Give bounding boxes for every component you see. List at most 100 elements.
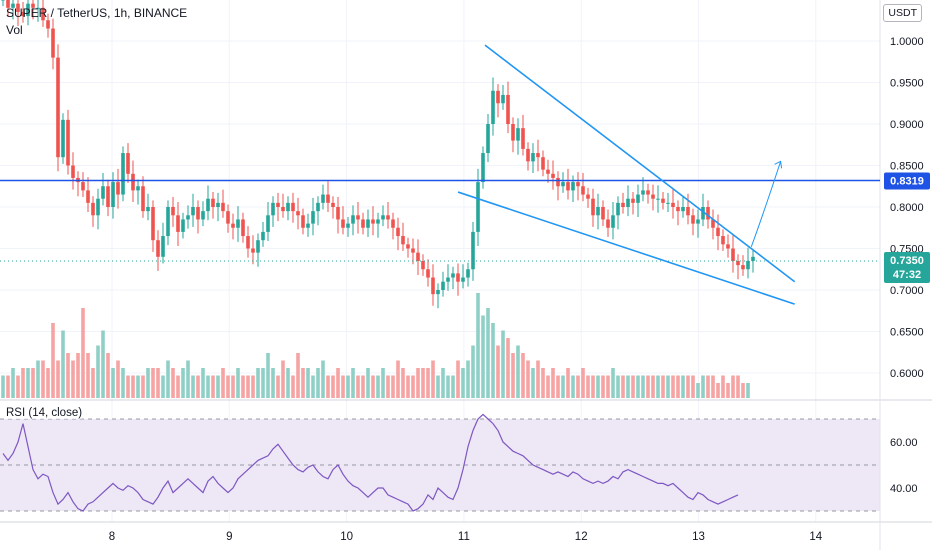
- candlesticks: [1, 0, 755, 309]
- candle-body: [6, 0, 10, 8]
- volume-bar: [686, 375, 690, 398]
- volume-bar: [491, 323, 495, 398]
- volume-bar: [381, 368, 385, 398]
- candle-body: [276, 202, 280, 207]
- volume-bar: [601, 375, 605, 398]
- volume-bar: [171, 368, 175, 398]
- candle-body: [196, 207, 200, 220]
- volume-bar: [176, 375, 180, 398]
- candle-body: [411, 248, 415, 253]
- volume-bar: [546, 375, 550, 398]
- volume-bar: [701, 375, 705, 398]
- candle-body: [736, 260, 740, 266]
- candle-body: [106, 186, 110, 207]
- volume-bar: [226, 375, 230, 398]
- candle-body: [431, 277, 435, 295]
- volume-bar: [591, 375, 595, 398]
- projection-arrowhead: [774, 160, 783, 169]
- candle-body: [466, 269, 470, 278]
- volume-bar: [361, 375, 365, 398]
- volume-bar: [451, 375, 455, 398]
- volume-bar: [41, 360, 45, 398]
- volume-bar: [666, 375, 670, 398]
- volume-bar: [36, 360, 40, 398]
- candle-body: [111, 182, 115, 207]
- volume-bar: [151, 368, 155, 398]
- candle-body: [191, 207, 195, 216]
- current-price-badge-text: 0.7350: [890, 255, 924, 267]
- time-tick-label: 8: [109, 531, 115, 543]
- candle-body: [386, 215, 390, 220]
- volume-bar: [746, 383, 750, 398]
- candle-body: [71, 165, 75, 178]
- volume-bar: [301, 368, 305, 398]
- candle-body: [421, 260, 425, 270]
- candle-body: [286, 202, 290, 212]
- volume-bar: [161, 375, 165, 398]
- candle-body: [91, 202, 95, 216]
- candle-body: [746, 260, 750, 270]
- candle-body: [131, 173, 135, 191]
- volume-bar: [311, 375, 315, 398]
- candle-body: [581, 186, 585, 195]
- candle-body: [246, 236, 250, 249]
- candle-body: [121, 153, 125, 195]
- volume-bar: [696, 383, 700, 398]
- candle-body: [541, 157, 545, 170]
- candle-body: [596, 207, 600, 216]
- volume-bar: [26, 368, 30, 398]
- candle-body: [576, 182, 580, 187]
- rsi-indicator-label[interactable]: RSI (14, close): [6, 407, 83, 419]
- price-tick-label: 0.7000: [890, 285, 924, 297]
- volume-bar: [541, 368, 545, 398]
- candle-body: [696, 219, 700, 224]
- volume-bar: [406, 375, 410, 398]
- candle-body: [171, 207, 175, 216]
- candle-body: [201, 211, 205, 220]
- volume-bar: [236, 368, 240, 398]
- candle-body: [351, 215, 355, 224]
- candle-body: [346, 223, 350, 228]
- volume-bar: [131, 375, 135, 398]
- current-price-badge[interactable]: 0.7350 47:32: [884, 251, 930, 283]
- current-price-badge-bg: [884, 251, 930, 283]
- candle-body: [96, 198, 100, 216]
- volume-bar: [31, 368, 35, 398]
- resistance-price-badge[interactable]: 0.8319: [884, 172, 930, 190]
- price-tick-label: 0.8000: [890, 202, 924, 214]
- candle-body: [486, 124, 490, 154]
- candle-body: [511, 124, 515, 141]
- volume-bar: [126, 375, 130, 398]
- currency-button[interactable]: USDT: [883, 4, 922, 22]
- volume-bar: [346, 375, 350, 398]
- volume-bar: [391, 375, 395, 398]
- volume-bar: [711, 375, 715, 398]
- candle-body: [216, 202, 220, 207]
- volume-bar: [501, 330, 505, 398]
- candle-body: [441, 281, 445, 290]
- volume-bar: [471, 345, 475, 398]
- candle-body: [321, 194, 325, 203]
- time-tick-label: 9: [226, 531, 232, 543]
- volume-bar: [231, 375, 235, 398]
- candle-body: [251, 248, 255, 253]
- volume-bar: [71, 360, 75, 398]
- candle-body: [456, 273, 460, 282]
- candle-body: [481, 153, 485, 183]
- candle-body: [601, 207, 605, 220]
- candle-body: [136, 186, 140, 191]
- candle-body: [681, 207, 685, 212]
- volume-bar: [101, 330, 105, 398]
- volume-bar: [456, 360, 460, 398]
- volume-bar: [431, 360, 435, 398]
- candle-body: [546, 169, 550, 174]
- candle-body: [616, 202, 620, 216]
- volume-bar: [626, 375, 630, 398]
- volume-bar: [366, 368, 370, 398]
- candle-body: [291, 202, 295, 212]
- volume-bar: [206, 375, 210, 398]
- candle-body: [86, 190, 90, 203]
- candle-body: [686, 207, 690, 216]
